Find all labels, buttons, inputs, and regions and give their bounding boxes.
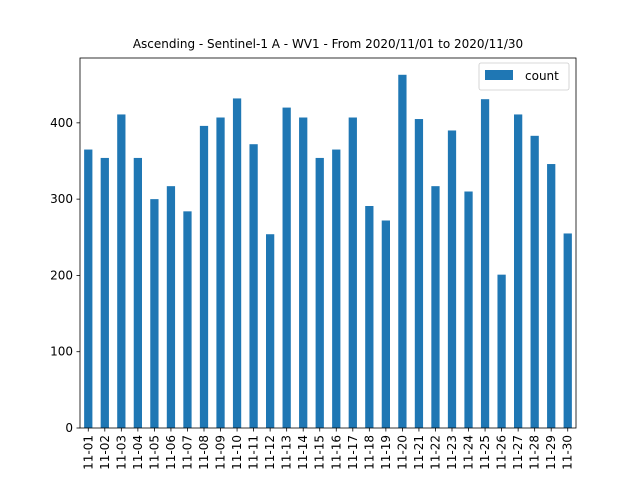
bar-11-29 [547,164,556,428]
x-axis: 11-01 11-02 11-03 11-04 11-05 11-06 11-07 11-08… [81,428,575,470]
plot-frame [79,57,577,429]
legend-label: count [525,69,559,83]
bar-11-22 [431,186,440,428]
x-tick-label: 11-25 [478,435,492,470]
x-tick-label: 11-24 [462,435,476,470]
x-tick-label: 11-06 [164,435,178,470]
x-tick-label: 11-11 [247,435,261,470]
legend-swatch [485,70,513,80]
chart-title: Ascending - Sentinel-1 A - WV1 - From 20… [133,37,523,51]
y-tick-label: 0 [65,421,73,435]
bar-11-16 [332,149,341,428]
bar-11-05 [150,199,159,428]
x-tick-label: 11-08 [197,435,211,470]
bar-11-04 [133,157,142,428]
y-tick-label: 100 [50,345,73,359]
x-tick-label: 11-19 [379,435,393,470]
x-tick-label: 11-22 [428,435,442,470]
x-tick-label: 11-14 [296,435,310,470]
x-tick-label: 11-01 [81,435,95,470]
bar-11-08 [199,125,209,428]
x-tick-label: 11-27 [511,435,525,470]
bar-11-09 [216,117,225,428]
x-tick-label: 11-02 [98,435,112,470]
bar-11-15 [315,157,324,428]
x-tick-label: 11-26 [495,435,509,470]
bar-11-27 [514,114,523,428]
bar-11-01 [84,149,93,428]
x-tick-label: 11-10 [230,435,244,470]
x-tick-label: 11-23 [445,435,459,470]
bar-11-10 [232,98,242,429]
x-tick-label: 11-03 [114,435,128,470]
bar-11-03 [117,114,126,428]
x-tick-label: 11-05 [147,435,161,470]
y-tick-label: 200 [50,268,73,282]
x-tick-label: 11-17 [346,435,360,470]
legend-box [478,62,570,91]
x-tick-label: 11-15 [313,435,327,470]
bar-11-19 [381,220,390,428]
bar-11-14 [299,117,308,428]
x-tick-label: 11-13 [280,435,294,470]
x-tick-label: 11-29 [544,435,558,470]
x-tick-label: 11-04 [131,435,145,470]
bar-11-17 [348,117,357,428]
x-tick-label: 11-20 [395,435,409,470]
x-tick-label: 11-18 [362,435,376,470]
bar-11-07 [183,211,192,428]
bar-11-13 [282,107,291,428]
y-tick-label: 300 [50,192,73,206]
bar-11-30 [563,233,572,428]
x-tick-label: 11-12 [263,435,277,470]
y-tick-label: 400 [50,116,73,130]
bar-11-20 [398,74,407,428]
x-tick-label: 11-28 [528,435,542,470]
bar-11-02 [100,157,109,428]
bar-11-23 [447,130,457,428]
x-tick-label: 11-09 [214,435,228,470]
y-axis: 0 100 200 300 400 [50,116,80,435]
x-tick-label: 11-30 [561,435,575,470]
bar-11-21 [414,119,424,428]
x-tick-label: 11-21 [412,435,426,470]
bar-11-06 [166,186,176,428]
bar-11-28 [530,135,539,428]
bar-11-24 [464,191,473,428]
bar-11-18 [365,206,374,428]
bars-group [84,74,572,429]
bar-11-26 [497,274,506,428]
x-tick-label: 11-07 [180,435,194,470]
bar-11-11 [249,144,258,429]
legend: count [478,62,570,91]
x-tick-label: 11-16 [329,435,343,470]
bar-11-12 [266,234,275,428]
bar-11-25 [480,99,490,429]
